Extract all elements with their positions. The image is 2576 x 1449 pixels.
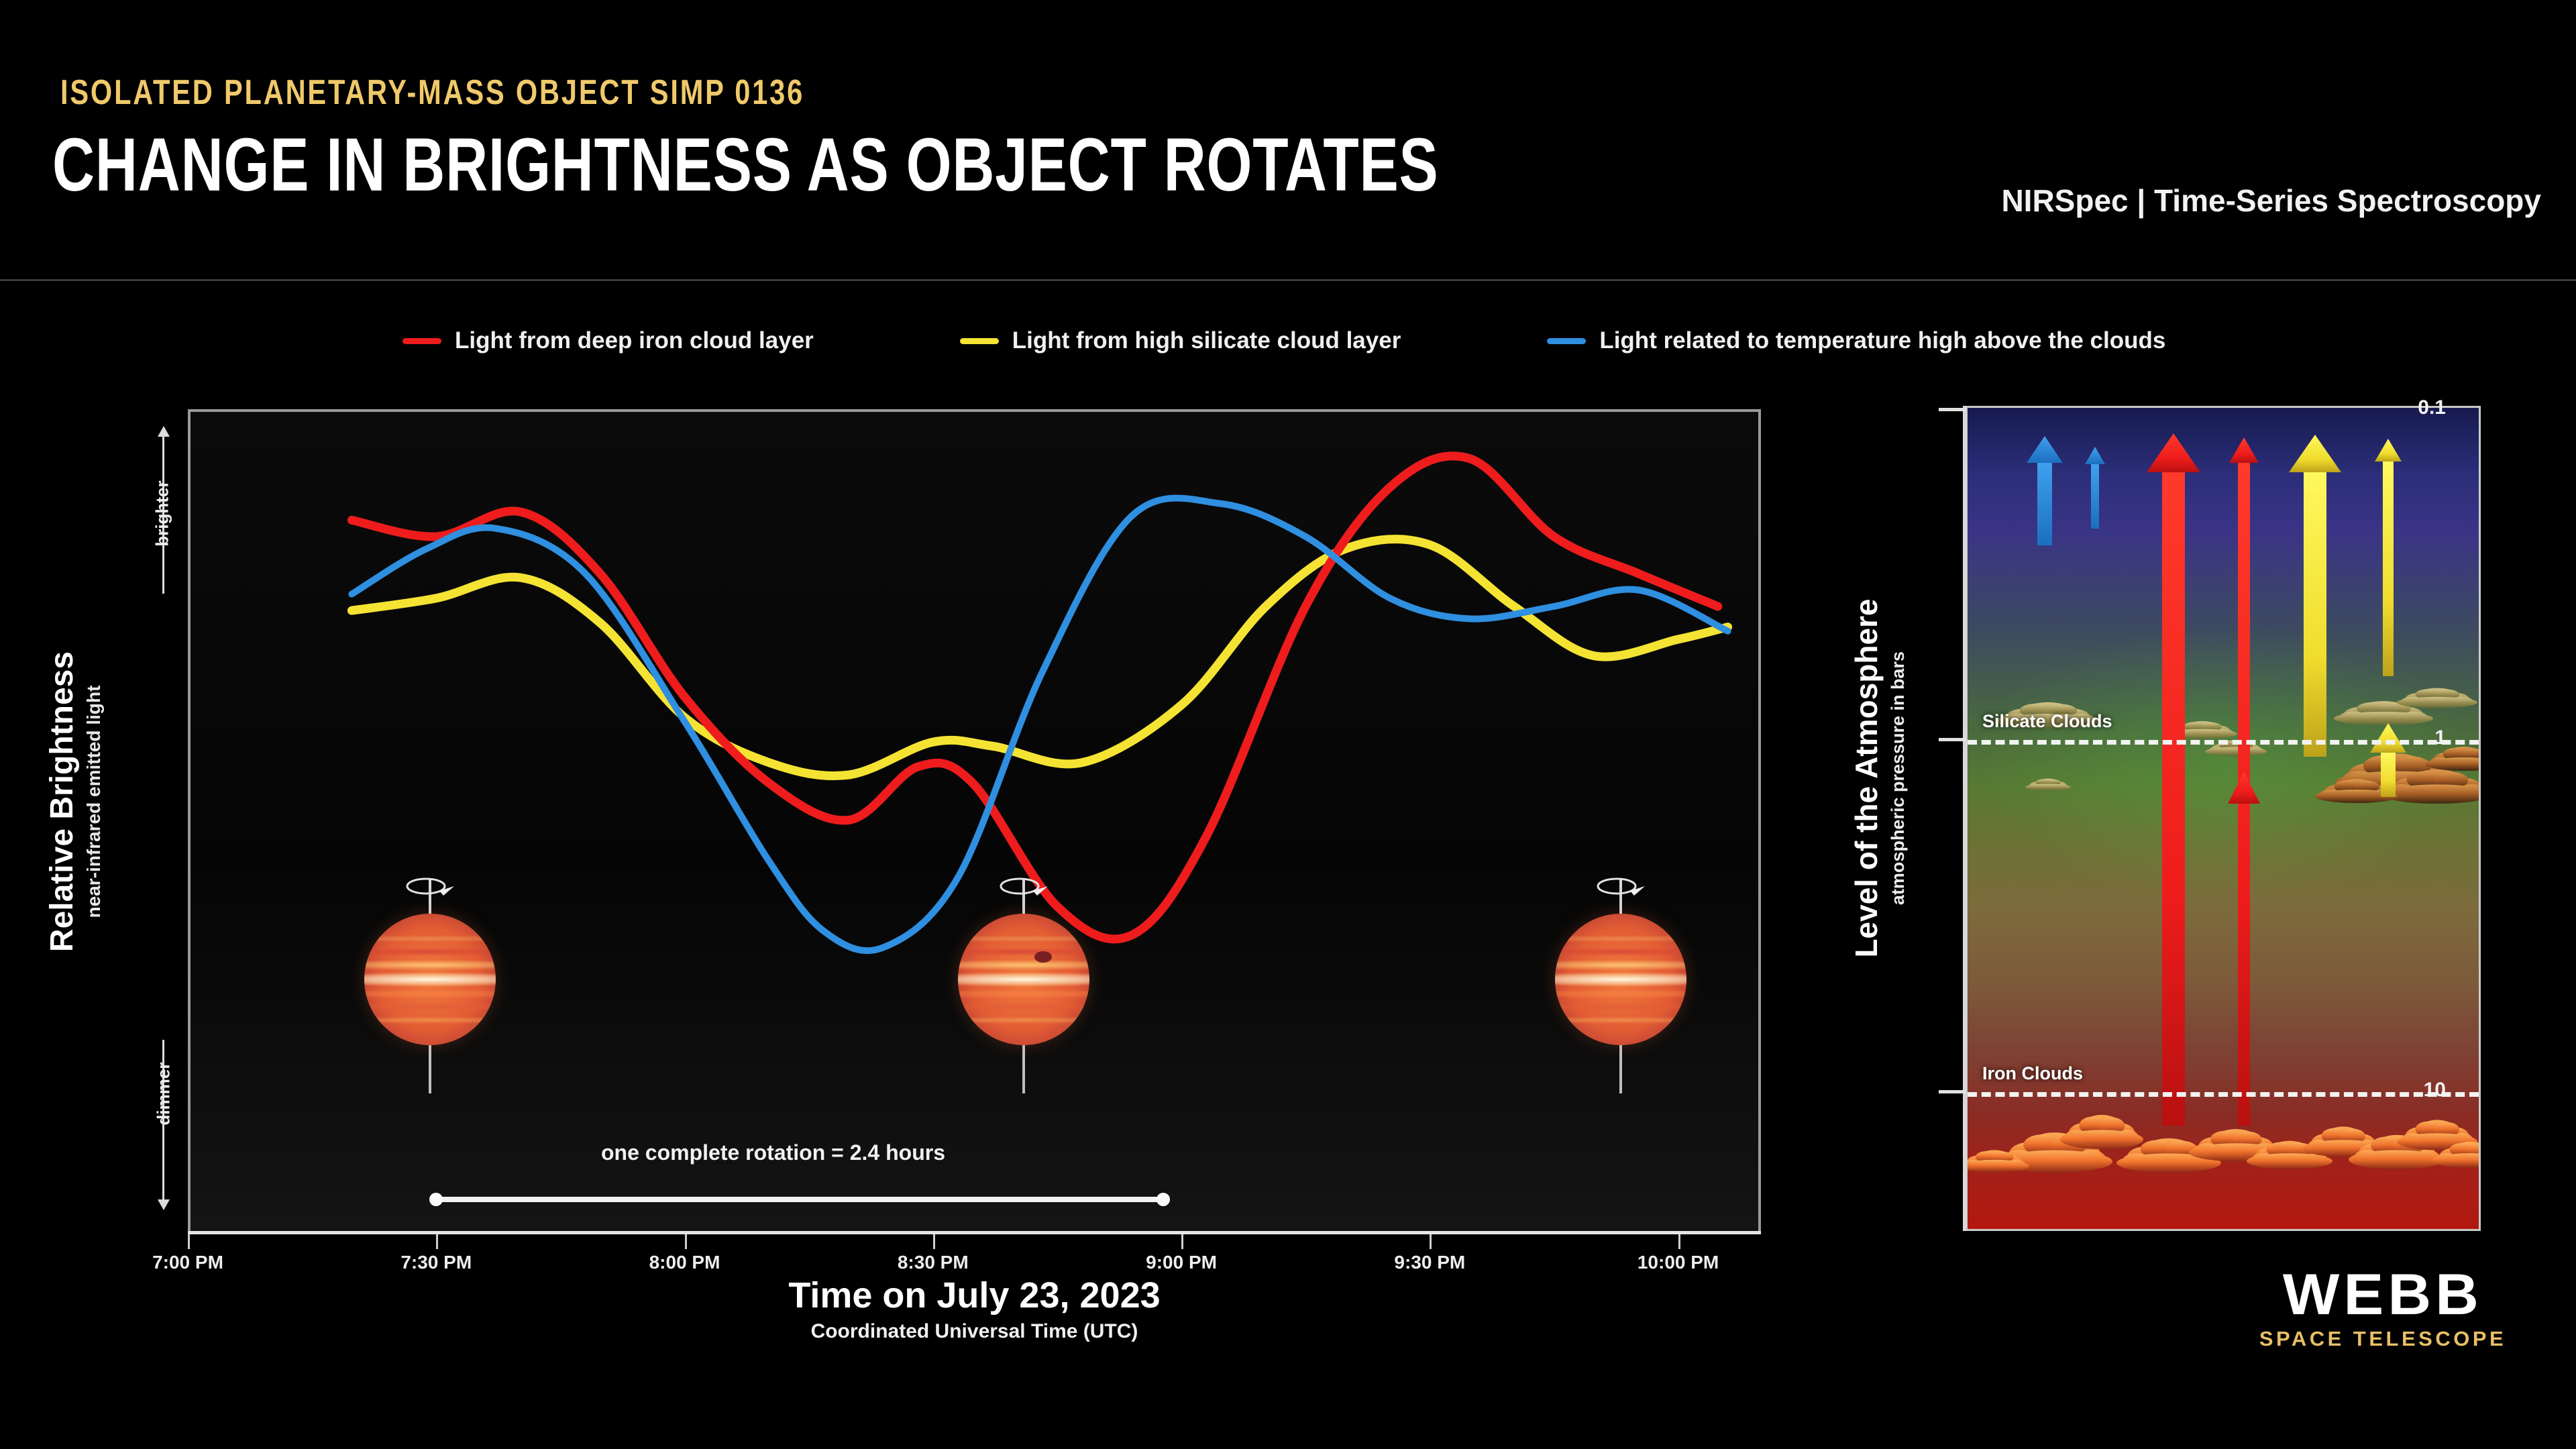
time-tick [1678, 1234, 1680, 1249]
dimmer-label: dimmer [153, 1062, 174, 1126]
lightcurve-iron [347, 451, 1723, 944]
plot-area-frame [188, 409, 1761, 1231]
brightness-axis-subtitle: near-infrared emitted light [83, 685, 104, 918]
lightcurve-temperature [348, 494, 1731, 955]
legend-label-iron: Light from deep iron cloud layer [455, 327, 814, 354]
dimmer-arrow-icon: dimmer [153, 1040, 174, 1211]
instrument-mode-label: NIRSpec | Time-Series Spectroscopy [2001, 183, 2541, 218]
time-tick-label: 7:30 PM [400, 1252, 472, 1273]
time-tick-label: 7:00 PM [152, 1252, 223, 1273]
time-tick [1430, 1234, 1432, 1249]
time-tick-label: 8:30 PM [897, 1252, 969, 1273]
legend-item-iron: Light from deep iron cloud layer [402, 327, 814, 354]
iron-cloud-deck [1968, 1114, 2479, 1173]
pressure-axis-subtitle: atmospheric pressure in bars [1888, 651, 1908, 906]
brightness-axis-title: Relative Brightness [44, 651, 80, 953]
time-axis-title-group: Time on July 23, 2023 Coordinated Univer… [188, 1275, 1761, 1343]
atmosphere-clouds-and-rays [1968, 433, 2479, 1173]
silicate-ray-small [2375, 439, 2402, 676]
iron-ray-mid-head [2228, 771, 2260, 804]
time-tick [188, 1234, 190, 1249]
header-banner: ISOLATED PLANETARY-MASS OBJECT SIMP 0136… [0, 0, 2576, 281]
planet-disk [1555, 914, 1686, 1045]
atmosphere-frame: Silicate Clouds Iron Clouds [1966, 406, 2481, 1231]
pressure-axis [1963, 406, 1967, 1231]
webb-tagline: SPACE TELESCOPE [2259, 1326, 2507, 1350]
subject-eyebrow: ISOLATED PLANETARY-MASS OBJECT SIMP 0136 [60, 73, 805, 112]
legend-item-temperature: Light related to temperature high above … [1547, 327, 2165, 354]
time-tick [1181, 1234, 1184, 1249]
rotation-direction-icon [406, 877, 454, 896]
time-tick-label: 8:00 PM [649, 1252, 720, 1273]
pressure-tick-label: 10 [2423, 1079, 2446, 1101]
rotation-span-bar [429, 1193, 1170, 1206]
pressure-axis-title-group: Level of the Atmosphere atmospheric pres… [1841, 366, 1915, 1191]
silicate-cloud-level-line [1968, 740, 2479, 745]
silicate-ray-large [2289, 435, 2341, 757]
temperature-ray-small [2085, 447, 2105, 529]
rotation-span-end-cap [1157, 1193, 1170, 1206]
silicate-cloud-label: Silicate Clouds [1982, 711, 2112, 731]
iron-cloud-level-line [1968, 1092, 2479, 1097]
time-tick [436, 1234, 439, 1249]
rotation-direction-icon [1597, 877, 1645, 896]
webb-wordmark: WEBB [2282, 1263, 2483, 1327]
brightness-axis-title-group: Relative Brightness near-infrared emitte… [37, 433, 111, 1171]
pressure-tick-label: 0.1 [2418, 396, 2446, 419]
time-tick [932, 1234, 935, 1249]
silicate-cloud-field [1996, 688, 2477, 791]
time-tick-label: 10:00 PM [1637, 1252, 1719, 1273]
silicate-cumulus-cluster [2315, 747, 2479, 804]
pressure-axis-title: Level of the Atmosphere [1849, 598, 1884, 958]
rotation-period-annotation: one complete rotation = 2.4 hours [601, 1140, 945, 1165]
atmosphere-diagram: Silicate Clouds Iron Clouds 0.1 1 10 Level… [1849, 396, 2481, 1231]
silicate-ray-lower-head [2370, 723, 2406, 797]
legend-swatch-temperature [1547, 337, 1587, 344]
time-tick-label: 9:30 PM [1394, 1252, 1466, 1273]
lightcurve-series-group [347, 451, 1733, 955]
planet-storm-spot [1034, 951, 1052, 963]
header-divider [0, 279, 2576, 281]
pressure-tick-label: 1 [2434, 727, 2446, 749]
chart-legend: Light from deep iron cloud layer Light f… [402, 327, 2165, 354]
legend-label-silicate: Light from high silicate cloud layer [1012, 327, 1401, 354]
legend-swatch-iron [402, 337, 441, 344]
legend-label-temperature: Light related to temperature high above … [1599, 327, 2166, 354]
legend-item-silicate: Light from high silicate cloud layer [959, 327, 1401, 354]
planet-disk [364, 914, 496, 1045]
temperature-ray-large [2027, 436, 2063, 545]
iron-ray-large [2147, 433, 2200, 1126]
pressure-tick [1939, 738, 1966, 741]
time-axis [188, 1231, 1761, 1234]
time-axis-subtitle: Coordinated Universal Time (UTC) [810, 1320, 1138, 1342]
planet-disk [958, 914, 1089, 1045]
rotation-span-start-cap [429, 1193, 443, 1206]
legend-swatch-silicate [959, 337, 999, 344]
time-axis-title: Time on July 23, 2023 [788, 1275, 1161, 1316]
brighter-label: brighter [152, 480, 172, 547]
brighter-arrow-icon: brighter [152, 426, 173, 594]
time-tick-label: 9:00 PM [1146, 1252, 1217, 1273]
brightness-axis: Relative Brightness near-infrared emitte… [0, 409, 188, 1231]
brightness-timeseries-chart [188, 409, 1761, 1231]
webb-logo: WEBB SPACE TELESCOPE [2255, 1266, 2510, 1351]
iron-cloud-label: Iron Clouds [1982, 1063, 2083, 1083]
pressure-tick [1939, 408, 1966, 411]
page-title: CHANGE IN BRIGHTNESS AS OBJECT ROTATES [52, 123, 1439, 207]
time-tick [684, 1234, 687, 1249]
rotation-direction-icon [1000, 877, 1048, 896]
pressure-tick [1939, 1090, 1966, 1093]
lightcurve-silicate [347, 535, 1733, 781]
